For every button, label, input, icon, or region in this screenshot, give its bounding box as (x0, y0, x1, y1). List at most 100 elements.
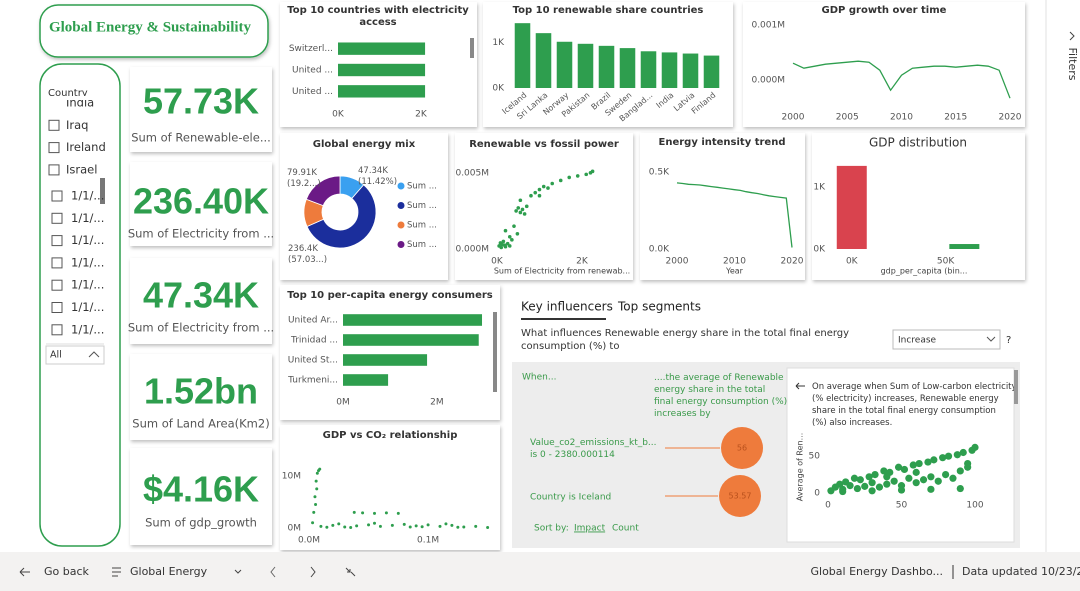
point (522, 212, 527, 216)
point (414, 524, 418, 528)
sort-option[interactable]: Impact (574, 524, 606, 534)
checkbox (48, 119, 60, 131)
x-tick-label: 2K (576, 257, 589, 267)
report-name: Global Energy Dashbo... (810, 565, 943, 578)
x-tick-label: 2020 (781, 257, 804, 267)
chart-title: Renewable vs fossil power (469, 139, 619, 150)
point (396, 511, 400, 515)
point (499, 245, 504, 250)
x-tick-label: 2010 (890, 113, 913, 123)
donut-segment (306, 184, 377, 249)
slicer-item: Ireland (66, 140, 106, 154)
point (514, 209, 518, 213)
point (355, 524, 359, 528)
card-label: Sum of Electricity from ... (128, 321, 274, 335)
bar (640, 51, 657, 88)
point (501, 239, 506, 244)
point (546, 186, 550, 190)
x-tick-label: 2020 (999, 113, 1022, 123)
data-label: 47.34K (11.42%) (358, 166, 397, 187)
footer (0, 552, 1080, 591)
point (529, 193, 533, 198)
filters-pane[interactable]: Filters (1066, 48, 1079, 81)
text-line: Top 10 countries with electricity (287, 5, 469, 16)
point (964, 459, 972, 468)
point (444, 522, 448, 526)
chart-panel (280, 285, 500, 420)
point (890, 477, 898, 485)
point (971, 443, 979, 451)
tab[interactable]: Top segments (617, 300, 701, 314)
text-line: share in the total final energy consumpt… (812, 406, 996, 416)
slicer-item: 1/1/... (71, 255, 104, 269)
bar (703, 55, 720, 88)
checkbox (51, 257, 63, 269)
influencer-condition[interactable]: Country is Iceland (530, 493, 611, 503)
point (839, 487, 847, 496)
x-tick-label: 100 (966, 501, 983, 511)
card-label: Sum of Land Area(Km2) (132, 417, 269, 431)
slicer-item: Israel (66, 162, 97, 176)
card-label: Sum of Electricity from ... (128, 227, 274, 241)
point (949, 474, 957, 482)
point (939, 454, 947, 462)
x-tick-label: 2005 (836, 113, 859, 123)
slicer-dropdown[interactable] (45, 345, 105, 365)
point (408, 525, 412, 529)
page-selector[interactable]: Global Energy (130, 565, 208, 578)
slicer-item: 1/1/... (71, 300, 104, 314)
point (426, 523, 430, 527)
point (384, 511, 388, 515)
card (130, 258, 272, 344)
slicer-item: 1/1/... (71, 278, 104, 292)
checkbox (48, 142, 60, 154)
prev-icon[interactable] (270, 566, 276, 578)
collapse-icon[interactable] (345, 567, 356, 577)
bar (338, 42, 426, 55)
bar (338, 63, 426, 77)
back-icon[interactable] (795, 382, 805, 390)
x-tick-label: 0K (846, 257, 859, 267)
sort-option[interactable]: Count (612, 524, 639, 534)
point (865, 473, 873, 481)
checkbox (51, 190, 63, 202)
legend-swatch (397, 182, 405, 190)
point (558, 178, 563, 183)
expand-icon[interactable] (1069, 31, 1075, 41)
dropdown[interactable] (892, 329, 1001, 350)
y-tick-label: 50 (809, 452, 821, 462)
point (378, 524, 382, 528)
point (343, 525, 347, 529)
point (956, 484, 964, 493)
next-icon[interactable] (310, 566, 316, 578)
text-line: final energy consumption (%) (654, 397, 787, 407)
data-label: 79.91K (19.2...) (287, 168, 321, 189)
tab[interactable]: Key influencers (521, 300, 613, 314)
point (953, 451, 961, 459)
point (315, 487, 319, 491)
point (915, 459, 923, 468)
back-icon[interactable] (19, 567, 30, 577)
point (861, 482, 869, 490)
y-tick-label: 0.000M (455, 245, 489, 255)
bar (949, 244, 980, 249)
when-header: When... (522, 373, 556, 383)
bar (343, 354, 428, 366)
point (438, 524, 442, 528)
y-tick-label: Trinidad ... (290, 336, 338, 346)
checkbox (51, 212, 63, 224)
y-tick-label: United Ar... (288, 316, 338, 326)
y-tick-label: 0K (813, 245, 826, 255)
point (924, 458, 932, 466)
text-line: increases by (654, 409, 711, 419)
point (402, 522, 406, 526)
point (537, 187, 542, 192)
point (533, 190, 538, 195)
go-back[interactable]: Go back (44, 565, 90, 578)
influencer-condition[interactable]: Value_co2_emissions_kt_b... is 0 - 2380.0… (530, 438, 657, 460)
point (846, 482, 854, 490)
y-tick-label: United ... (292, 66, 333, 76)
help[interactable]: ? (1006, 335, 1011, 346)
bar (598, 45, 615, 88)
text-line: 236.4K (288, 244, 318, 254)
